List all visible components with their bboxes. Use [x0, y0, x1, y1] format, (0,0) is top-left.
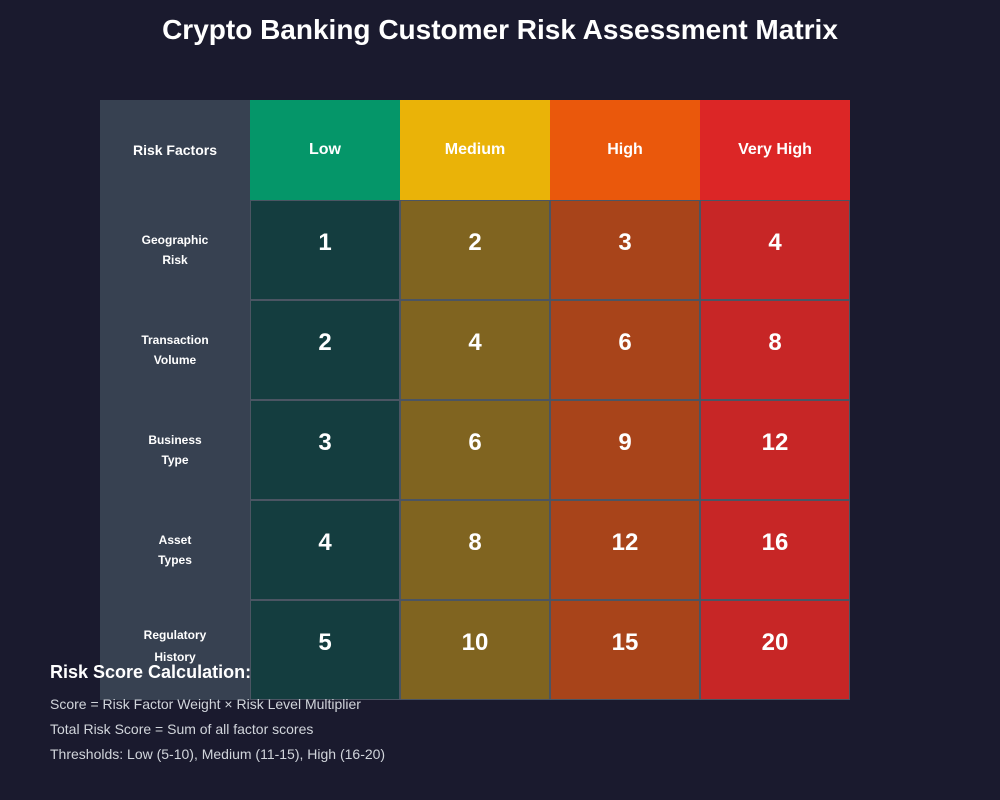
chart-title: Crypto Banking Customer Risk Assessment … [162, 14, 838, 45]
notes-title: Risk Score Calculation: [50, 662, 252, 682]
matrix-cell: 4 [700, 200, 850, 300]
row-label-regulatory-history: Regulatory History [143, 628, 207, 664]
matrix-cell: 1 [250, 200, 400, 300]
matrix-cell: 4 [400, 300, 550, 400]
notes-line-formula: Score = Risk Factor Weight × Risk Level … [50, 696, 361, 712]
matrix-cell: 20 [700, 600, 850, 700]
column-header-medium: Medium [400, 100, 550, 200]
matrix-cell: 8 [400, 500, 550, 600]
matrix-cell: 10 [400, 600, 550, 700]
matrix-cell: 6 [550, 300, 700, 400]
matrix-cell: 4 [250, 500, 400, 600]
matrix-cell: 12 [700, 400, 850, 500]
risk-score-notes: Risk Score Calculation: Score = Risk Fac… [50, 662, 650, 767]
column-header-low: Low [250, 100, 400, 200]
row-label-business-type: Business Type [148, 433, 202, 467]
matrix-cell: 3 [550, 200, 700, 300]
matrix-cell: 8 [700, 300, 850, 400]
matrix-cell: 15 [550, 600, 700, 700]
notes-line-total: Total Risk Score = Sum of all factor sco… [50, 721, 314, 737]
risk-matrix: Risk Factors Low Medium High Very High Geogra… [100, 100, 850, 700]
matrix-cell: 16 [700, 500, 850, 600]
column-header-high: High [550, 100, 700, 200]
row-label-geographic-risk: Geographic Risk [141, 233, 209, 267]
row-label-asset-types: Asset Types [158, 533, 192, 567]
matrix-cell: 5 [250, 600, 400, 700]
risk-factor-column [100, 100, 250, 700]
column-header-very-high: Very High [700, 100, 850, 200]
matrix-cell: 12 [550, 500, 700, 600]
row-label-transaction-volume: Transaction Volume [141, 333, 209, 367]
notes-line-thresholds: Thresholds: Low (5-10), Medium (11-15), … [50, 746, 386, 762]
matrix-cell: 6 [400, 400, 550, 500]
matrix-cell: 3 [250, 400, 400, 500]
matrix-cell: 2 [250, 300, 400, 400]
corner-header: Risk Factors [132, 142, 218, 158]
matrix-cell: 2 [400, 200, 550, 300]
matrix-cell: 9 [550, 400, 700, 500]
